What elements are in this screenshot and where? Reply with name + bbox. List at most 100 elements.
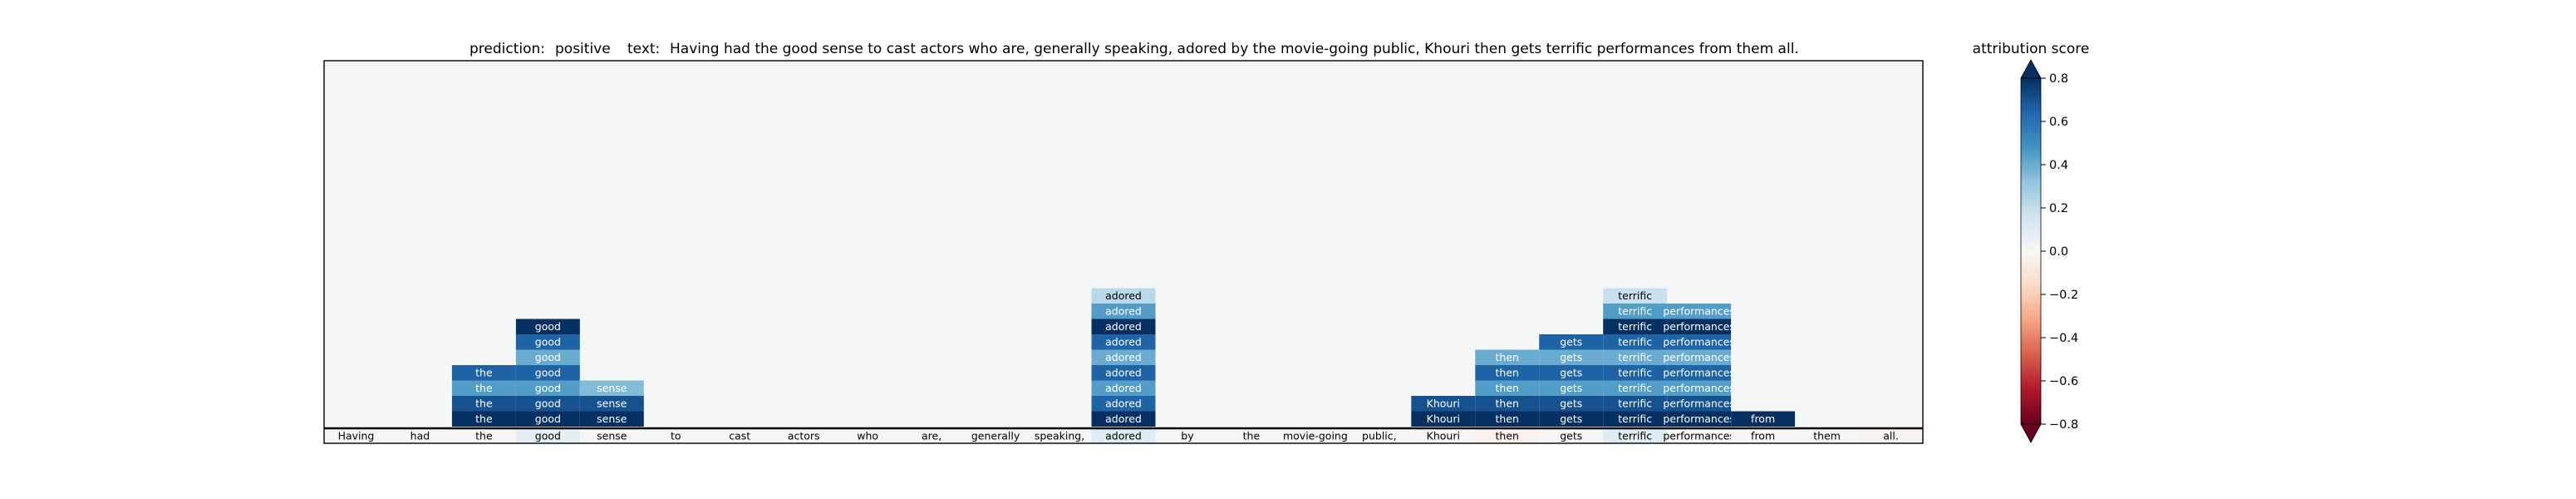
heatmap-cell [451, 396, 516, 412]
colorbar-tick-label: −0.2 [2049, 289, 2078, 302]
cell-label: terrific [1618, 336, 1652, 348]
heatmap-cell [1731, 411, 1796, 427]
base-cell [1539, 428, 1604, 443]
heatmap-cell [1091, 319, 1156, 334]
token-label: movie-going [1283, 430, 1348, 442]
colorbar-title: attribution score [1973, 41, 2090, 57]
cell-label: the [475, 367, 493, 379]
heatmap-cell [1667, 304, 1732, 319]
title-text-label: text: [627, 41, 660, 57]
base-cell [899, 428, 964, 443]
token-label: cast [729, 430, 750, 442]
cell-label: terrific [1618, 382, 1652, 394]
cell-label: adored [1105, 336, 1142, 348]
cell-label: good [535, 351, 561, 363]
cell-label: terrific [1618, 367, 1652, 379]
cell-label: terrific [1618, 351, 1652, 363]
title-text-value: Having had the good sense to cast actors… [670, 41, 1799, 57]
heatmap-cell [1411, 396, 1476, 412]
heatmap-cell [1475, 365, 1540, 381]
cell-label: sense [597, 382, 627, 394]
title-prediction-value: positive [555, 41, 611, 57]
heatmap-cell [1411, 411, 1476, 427]
heatmap-cell [1091, 365, 1156, 381]
base-cell [387, 428, 452, 443]
title-prediction-label: prediction: [469, 41, 545, 57]
heatmap-cell [1603, 396, 1668, 412]
heatmap-cells: the the the the good good good good good good good… [451, 288, 1796, 427]
cell-label: adored [1105, 413, 1142, 425]
colorbar-tick-label: −0.6 [2049, 375, 2078, 388]
cell-label: performances [1663, 305, 1735, 318]
heatmap-cell [515, 396, 580, 412]
token-label: performances [1663, 430, 1735, 442]
cell-label: good [535, 336, 561, 348]
cell-label: performances [1663, 398, 1735, 410]
heatmap-cell [1539, 380, 1604, 396]
cell-label: good [535, 413, 561, 425]
cell-label: adored [1105, 305, 1142, 318]
colorbar-extend-min [2020, 423, 2042, 443]
cell-label: performances [1663, 367, 1735, 379]
token-label: sense [597, 430, 627, 442]
token-label: Having [338, 430, 375, 442]
base-cell [1027, 428, 1092, 443]
token-label: then [1496, 430, 1519, 442]
base-cell [1795, 428, 1860, 443]
heatmap-cell [1475, 380, 1540, 396]
base-cell [1283, 428, 1348, 443]
token-label: to [671, 430, 681, 442]
heatmap-cell [1603, 304, 1668, 319]
token-label: terrific [1618, 430, 1652, 442]
cell-label: sense [597, 398, 627, 410]
colorbar-tick-label: 0.6 [2049, 116, 2068, 129]
cell-label: the [475, 398, 493, 410]
base-cell [1411, 428, 1476, 443]
cell-label: then [1496, 351, 1519, 363]
cell-label: gets [1560, 398, 1582, 410]
heatmap-cell [1091, 288, 1156, 304]
heatmap-cell [1667, 396, 1732, 412]
base-cell [771, 428, 836, 443]
base-cell [579, 428, 644, 443]
heatmap-cell [1667, 411, 1732, 427]
cell-label: good [535, 398, 561, 410]
heatmap-cell [1603, 380, 1668, 396]
heatmap-cell [579, 380, 644, 396]
cell-label: gets [1560, 336, 1582, 348]
heatmap-cell [1091, 349, 1156, 365]
base-cell [1347, 428, 1412, 443]
token-label: speaking, [1035, 430, 1084, 442]
cell-label: performances [1663, 351, 1735, 363]
cell-label: the [475, 413, 493, 425]
base-cell [1155, 428, 1220, 443]
heatmap-cell [1667, 334, 1732, 350]
token-label: who [857, 430, 878, 442]
heatmap-cell [1091, 334, 1156, 350]
token-label: actors [788, 430, 820, 442]
base-cell [1603, 428, 1668, 443]
cell-label: terrific [1618, 413, 1652, 425]
colorbar-gradient [2021, 78, 2041, 424]
heatmap-cell [1091, 396, 1156, 412]
heatmap-cell [515, 380, 580, 396]
heatmap-cell [515, 349, 580, 365]
colorbar-tick-label: 0.2 [2049, 202, 2068, 215]
cell-label: from [1751, 413, 1775, 425]
cell-label: Khouri [1427, 398, 1460, 410]
heatmap-cell [1603, 288, 1668, 304]
heatmap-cell [1091, 411, 1156, 427]
cell-label: good [535, 367, 561, 379]
cell-label: sense [597, 413, 627, 425]
base-cell [707, 428, 772, 443]
cell-label: Khouri [1427, 413, 1460, 425]
token-label: generally [971, 430, 1020, 442]
token-label: all. [1883, 430, 1899, 442]
cell-label: then [1496, 367, 1519, 379]
heatmap-cell [1475, 411, 1540, 427]
token-label: from [1751, 430, 1775, 442]
base-cell [643, 428, 708, 443]
cell-label: performances [1663, 336, 1735, 348]
cell-label: terrific [1618, 398, 1652, 410]
cell-label: terrific [1618, 289, 1652, 302]
